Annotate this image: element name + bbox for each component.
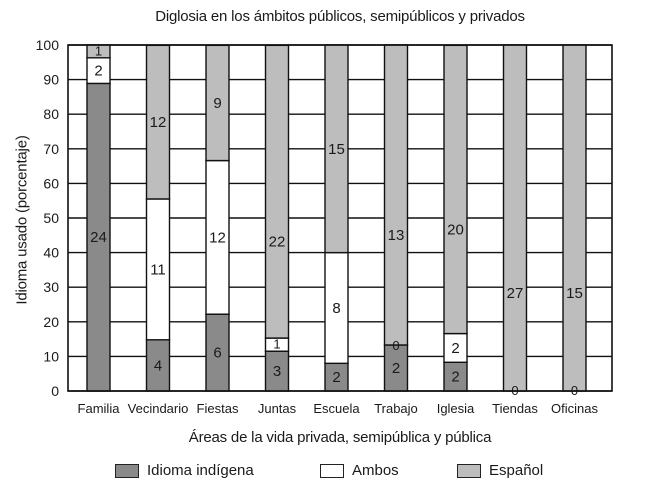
bar-value-label: 6 [213, 345, 221, 362]
y-tick-label: 30 [43, 279, 59, 295]
bar-value-label: 2 [451, 369, 459, 386]
bar-value-label: 15 [566, 285, 583, 302]
y-tick-label: 0 [51, 383, 59, 399]
chart-title: Diglosia en los ámbitos públicos, semipú… [155, 8, 525, 25]
legend-swatch-indigena [115, 463, 139, 478]
bar-value-label: 4 [154, 357, 162, 374]
x-tick-label: Tiendas [492, 401, 538, 416]
legend-item-ambos: Ambos [320, 462, 399, 479]
bar-value-label: 11 [150, 261, 166, 278]
x-tick-label: Juntas [258, 401, 297, 416]
legend-item-espanol: Español [457, 462, 543, 479]
y-tick-label: 60 [43, 175, 59, 191]
bar-value-label: 12 [150, 114, 167, 131]
bar-familia: 24 2 1 [86, 43, 111, 392]
y-tick-label: 50 [43, 210, 59, 226]
bar-value-label: 9 [213, 95, 221, 112]
bar-oficinas: 15 [562, 44, 587, 392]
x-tick-label: Trabajo [374, 401, 418, 416]
plot-frame [67, 44, 613, 392]
bar-value-label: 1 [273, 337, 280, 352]
bar-value-label: 3 [273, 363, 281, 380]
bar-escuela: 2 8 15 [324, 44, 349, 392]
bar-value-label: 15 [328, 141, 345, 158]
bar-iglesia: 2 2 20 [443, 44, 468, 392]
bar-value-label: 13 [388, 227, 405, 244]
bar-value-label: 24 [90, 229, 107, 246]
bar-segment-2 [562, 44, 587, 392]
x-tick-label: Vecindario [128, 401, 189, 416]
x-tick-label: Oficinas [551, 401, 598, 416]
bar-value-label: 1 [95, 43, 102, 58]
x-axis-label: Áreas de la vida privada, semipública y … [188, 429, 492, 446]
bar-segment-2 [502, 44, 528, 392]
bar-value-label: 20 [447, 221, 464, 238]
bar-value-label: 22 [269, 234, 286, 251]
y-tick-label: 10 [43, 348, 59, 364]
legend: Idioma indígena Ambos Español [0, 462, 650, 484]
bar-fiestas: 6 12 9 [205, 44, 230, 392]
bar-value-label: 2 [94, 63, 102, 80]
legend-label: Ambos [352, 462, 399, 479]
y-tick-label: 100 [36, 37, 60, 53]
x-tick-label: Fiestas [197, 401, 239, 416]
y-tick-label: 70 [43, 141, 59, 157]
legend-swatch-ambos [320, 463, 344, 478]
x-tick-label: Iglesia [437, 401, 475, 416]
y-tick-label: 40 [43, 245, 59, 261]
bar-segment-2 [264, 44, 290, 339]
bar-value-label: 27 [507, 285, 524, 302]
legend-swatch-espanol [457, 463, 481, 478]
bar-vecindario: 4 11 12 [145, 44, 171, 392]
legend-item-idioma-indigena: Idioma indígena [115, 462, 254, 479]
legend-label: Idioma indígena [147, 462, 254, 479]
y-tick-label: 80 [43, 106, 59, 122]
x-tick-label: Familia [78, 401, 121, 416]
bar-value-label: 0 [392, 338, 399, 353]
chart-plot-area: 01020304050607080901002421Familia41112Ve… [36, 37, 613, 416]
bar-segment-2 [383, 44, 409, 346]
y-tick-label: 90 [43, 72, 59, 88]
y-tick-label: 20 [43, 314, 59, 330]
bar-juntas: 3 1 22 [264, 44, 290, 392]
x-tick-label: Escuela [313, 401, 360, 416]
bar-value-label: 2 [451, 340, 459, 357]
bar-tiendas: 27 [502, 44, 528, 392]
bar-segment-2 [443, 44, 468, 335]
legend-label: Español [489, 462, 544, 479]
bar-value-label: 2 [332, 369, 340, 386]
bar-value-label: 8 [332, 300, 340, 317]
bar-value-label: 2 [392, 360, 400, 377]
bar-value-label: 12 [209, 229, 226, 246]
